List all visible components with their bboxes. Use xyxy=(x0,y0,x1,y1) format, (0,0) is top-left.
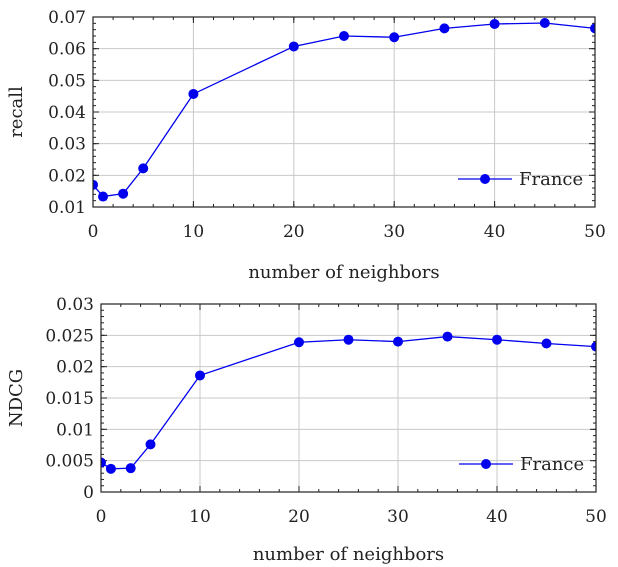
data-point xyxy=(98,191,109,202)
data-point xyxy=(145,439,156,450)
data-point xyxy=(288,41,299,52)
x-tick-label: 40 xyxy=(486,507,508,527)
y-tick-label: 0.015 xyxy=(45,389,94,409)
data-point xyxy=(393,336,403,347)
x-tick-label: 10 xyxy=(189,507,211,527)
data-point xyxy=(339,31,349,41)
data-point xyxy=(343,334,354,345)
legend-label: France xyxy=(519,169,583,190)
x-axis-title: number of neighbors xyxy=(248,262,439,283)
data-point xyxy=(138,163,149,174)
x-tick-label: 30 xyxy=(383,222,405,242)
y-tick-label: 0.01 xyxy=(48,198,86,218)
y-tick-label: 0.07 xyxy=(48,8,86,28)
data-point xyxy=(541,338,552,349)
x-tick-label: 20 xyxy=(288,507,310,527)
chart-panel-1: 0 10 20 30 40 50 0.01 0.02 0.03 0.04 0.05 0.06 0.07 n… xyxy=(6,8,606,283)
y-tick-label: 0.06 xyxy=(48,40,86,60)
x-tick-label: 0 xyxy=(88,222,99,242)
plot-area xyxy=(93,18,595,202)
y-tick-label: 0 xyxy=(83,483,94,503)
x-tick-label: 50 xyxy=(584,222,606,242)
x-tick-label: 30 xyxy=(387,507,409,527)
data-point xyxy=(590,23,595,34)
data-point xyxy=(389,32,400,43)
series-line-1 xyxy=(101,335,596,470)
data-point xyxy=(439,23,450,34)
legend-marker xyxy=(481,459,491,469)
x-tick-label: 20 xyxy=(283,222,305,242)
y-tick-label: 0.04 xyxy=(48,103,86,123)
y-tick-label: 0.01 xyxy=(56,420,94,440)
y-tick-label: 0.05 xyxy=(48,71,86,91)
data-point xyxy=(188,88,199,99)
data-point xyxy=(539,18,550,29)
y-tick-label: 0.02 xyxy=(48,166,86,186)
y-tick-label: 0.025 xyxy=(45,326,94,346)
legend-marker xyxy=(480,174,490,184)
y-tick-label: 0.005 xyxy=(45,452,94,472)
data-point xyxy=(93,179,98,190)
data-point xyxy=(118,188,129,199)
data-point xyxy=(195,370,205,381)
x-tick-label: 50 xyxy=(585,507,607,527)
y-tick-label: 0.03 xyxy=(48,135,86,155)
data-point xyxy=(489,18,500,29)
data-point xyxy=(492,334,502,345)
x-axis-title: number of neighbors xyxy=(253,544,444,565)
x-tick-label: 40 xyxy=(484,222,506,242)
y-axis-title: NDCG xyxy=(6,369,27,427)
y-tick-label: 0.02 xyxy=(56,358,94,378)
y-axis-title: recall xyxy=(6,86,27,138)
data-point xyxy=(125,463,136,474)
data-point xyxy=(101,457,106,468)
data-point xyxy=(105,463,116,474)
data-point xyxy=(591,341,596,352)
chart-panel-2: 0 10 20 30 40 50 0 0.005 0.01 0.015 0.02 0.025 0.03 n… xyxy=(6,295,607,565)
x-tick-label: 10 xyxy=(183,222,205,242)
data-point xyxy=(442,331,453,342)
legend-label: France xyxy=(520,454,584,475)
data-point xyxy=(294,337,304,348)
plot-area xyxy=(101,331,596,474)
plot-frame xyxy=(100,303,597,493)
x-tick-label: 0 xyxy=(96,507,107,527)
y-tick-label: 0.03 xyxy=(56,295,94,315)
plot-frame xyxy=(92,16,596,208)
